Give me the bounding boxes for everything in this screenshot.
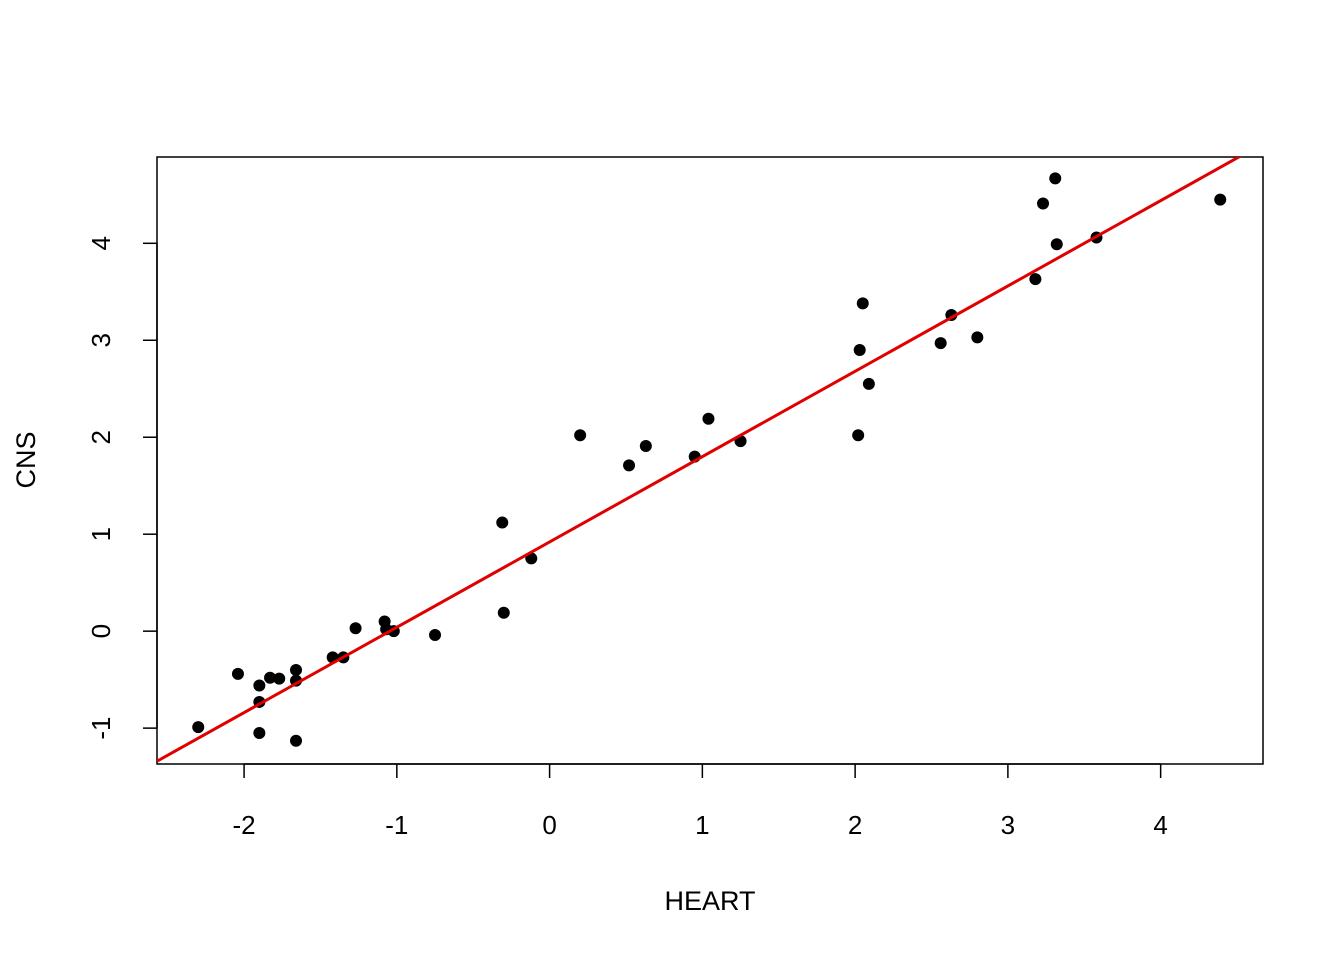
- data-point: [264, 671, 277, 684]
- data-point: [1037, 197, 1050, 210]
- y-tick-label: 3: [86, 333, 116, 347]
- data-point: [639, 439, 652, 452]
- x-tick-label: 3: [1001, 810, 1015, 840]
- regression-line: [157, 157, 1242, 763]
- data-point: [231, 667, 244, 680]
- data-point: [574, 429, 587, 442]
- data-point: [1050, 238, 1063, 251]
- x-tick-label: 4: [1153, 810, 1167, 840]
- data-point: [192, 721, 205, 734]
- data-point: [971, 331, 984, 344]
- data-point: [856, 297, 869, 310]
- x-axis: -2 -1 0 1 2 3 4: [233, 763, 1168, 840]
- data-point: [253, 679, 266, 692]
- data-point: [1049, 172, 1062, 185]
- data-point: [497, 606, 510, 619]
- x-axis-label: HEART: [664, 886, 755, 916]
- data-point: [349, 622, 362, 635]
- data-point: [702, 412, 715, 425]
- y-tick-label: 2: [86, 430, 116, 444]
- data-point: [290, 663, 303, 676]
- data-point: [1214, 193, 1227, 206]
- x-tick-label: -1: [385, 810, 408, 840]
- data-point: [273, 672, 286, 685]
- x-tick-label: 0: [542, 810, 556, 840]
- data-point: [623, 459, 636, 472]
- plot-frame: [156, 156, 1264, 765]
- data-points: [192, 172, 1227, 747]
- y-axis-label: CNS: [11, 431, 41, 488]
- y-tick-label: 4: [86, 236, 116, 250]
- y-tick-label: -1: [86, 717, 116, 740]
- x-tick-label: 1: [695, 810, 709, 840]
- y-axis: -1 0 1 2 3 4: [86, 236, 158, 740]
- data-point: [429, 629, 442, 642]
- y-tick-label: 0: [86, 624, 116, 638]
- data-point: [934, 337, 947, 350]
- data-point: [853, 343, 866, 356]
- data-point: [290, 734, 303, 747]
- y-tick-label: 1: [86, 527, 116, 541]
- data-point: [862, 377, 875, 390]
- data-point: [253, 726, 266, 739]
- x-tick-label: 2: [848, 810, 862, 840]
- x-tick-label: -2: [233, 810, 256, 840]
- data-point: [1029, 273, 1042, 286]
- data-point: [496, 516, 509, 529]
- data-point: [852, 429, 865, 442]
